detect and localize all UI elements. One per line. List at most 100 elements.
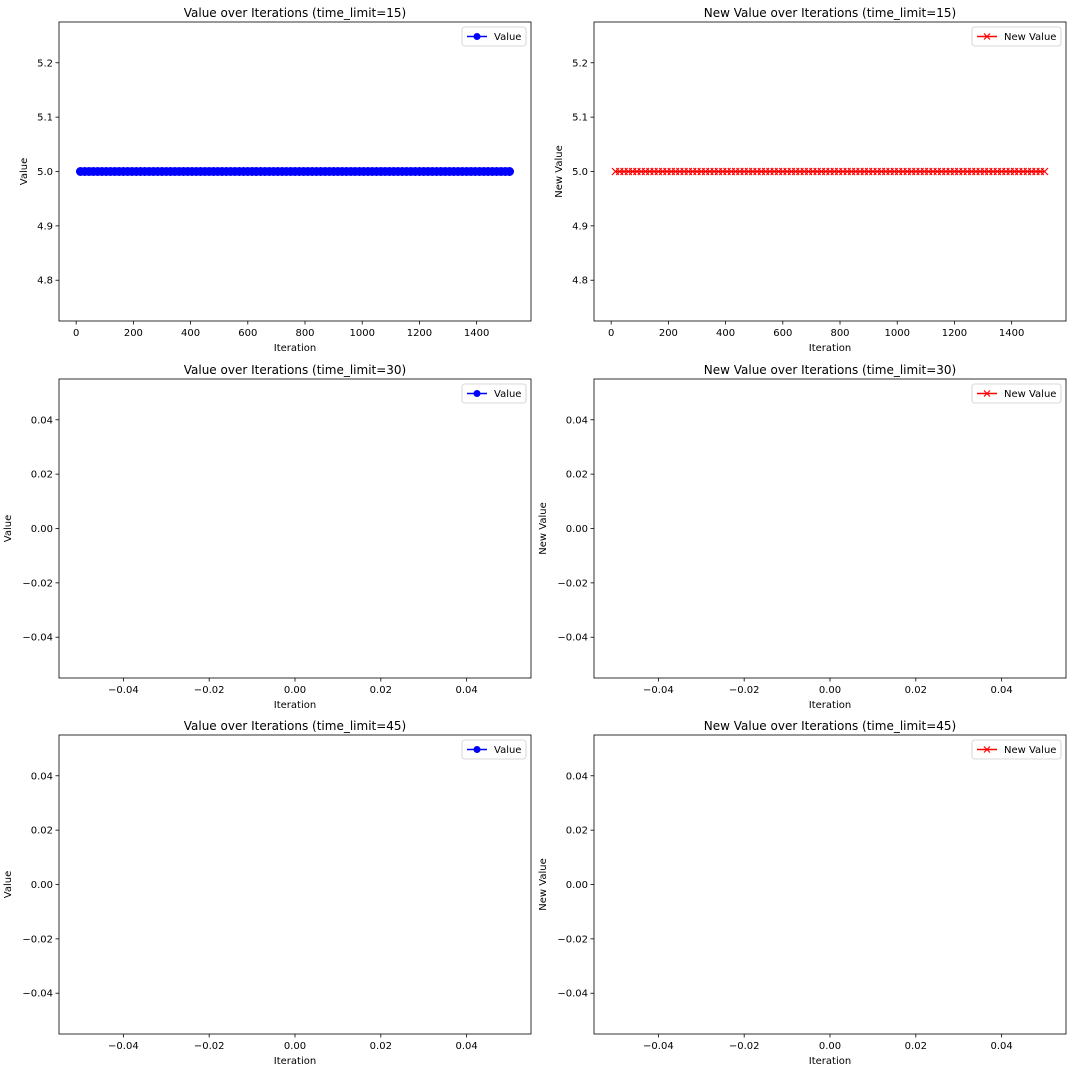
x-tick-label: 0.04 (991, 1041, 1013, 1052)
x-tick-label: 1400 (464, 328, 489, 339)
x-axis-label: Iteration (274, 700, 316, 711)
y-tick-label: 5.2 (572, 58, 588, 69)
y-tick-label: 0.00 (566, 524, 588, 535)
legend: Value (461, 26, 527, 47)
data-point (1040, 167, 1049, 176)
y-tick-label: 4.8 (37, 276, 53, 287)
legend: Value (461, 739, 527, 760)
legend: New Value (971, 383, 1062, 404)
subplot-5: Value over Iterations (time_limit=45) −0.… (3, 719, 532, 1067)
x-tick-label: 0.00 (284, 1041, 306, 1052)
legend-box (461, 739, 527, 760)
chart-title: Value over Iterations (time_limit=30) (184, 363, 407, 377)
x-tick-label: 1000 (349, 328, 374, 339)
legend-marker (983, 746, 991, 753)
axes-frame (58, 378, 532, 679)
x-axis-label: Iteration (274, 343, 316, 354)
x-tick-label: 0 (608, 328, 614, 339)
y-tick-label: −0.02 (557, 934, 588, 945)
y-axis-label: New Value (538, 858, 549, 910)
x-tick-label: −0.04 (108, 1041, 139, 1052)
x-tick-label: 0.02 (905, 1041, 927, 1052)
y-tick-label: 0.04 (566, 771, 588, 782)
x-tick-label: 0.04 (991, 685, 1013, 696)
y-tick-label: 4.9 (37, 221, 53, 232)
x-tick-label: −0.02 (729, 685, 760, 696)
x-tick-label: −0.04 (643, 1041, 674, 1052)
x-tick-label: 0.02 (905, 685, 927, 696)
legend: New Value (971, 739, 1062, 760)
y-tick-label: 5.1 (572, 113, 588, 124)
legend-box (971, 739, 1062, 760)
y-tick-label: 5.0 (37, 167, 53, 178)
x-tick-label: 0 (73, 328, 79, 339)
legend-label: New Value (1004, 389, 1056, 400)
x-tick-label: 600 (238, 328, 257, 339)
y-tick-label: −0.04 (557, 989, 588, 1000)
y-axis-label: New Value (554, 145, 565, 197)
chart-title: Value over Iterations (time_limit=45) (184, 719, 407, 733)
y-tick-label: 0.00 (31, 524, 53, 535)
x-tick-label: 1200 (942, 328, 967, 339)
x-tick-label: 200 (659, 328, 678, 339)
y-tick-label: 0.02 (566, 470, 588, 481)
legend-marker (473, 33, 481, 40)
y-axis-label: Value (3, 515, 14, 542)
x-tick-label: 200 (124, 328, 143, 339)
subplot-3: Value over Iterations (time_limit=30) −0.… (3, 363, 532, 711)
y-tick-label: 0.02 (31, 826, 53, 837)
legend-label: Value (494, 389, 521, 400)
subplot-2: New Value over Iterations (time_limit=15… (554, 6, 1067, 354)
axes-frame (593, 734, 1067, 1035)
y-tick-label: −0.02 (22, 934, 53, 945)
x-tick-label: 0.04 (456, 685, 478, 696)
y-tick-label: −0.02 (22, 578, 53, 589)
x-tick-label: −0.04 (108, 685, 139, 696)
x-tick-label: 1000 (884, 328, 909, 339)
subplot-1: Value over Iterations (time_limit=15) 0 20… (19, 6, 532, 354)
y-tick-label: −0.04 (22, 989, 53, 1000)
chart-title: New Value over Iterations (time_limit=30… (704, 363, 957, 377)
y-axis-label: New Value (538, 502, 549, 554)
legend-box (461, 26, 527, 47)
legend-label: New Value (1004, 32, 1056, 43)
x-axis-label: Iteration (274, 1056, 316, 1067)
chart-title: New Value over Iterations (time_limit=45… (704, 719, 957, 733)
legend-marker (983, 390, 991, 397)
legend-box (971, 383, 1062, 404)
x-tick-label: 1400 (999, 328, 1024, 339)
y-tick-label: 4.9 (572, 221, 588, 232)
legend-marker (983, 33, 991, 40)
x-tick-label: 0.00 (819, 1041, 841, 1052)
y-tick-label: −0.04 (557, 633, 588, 644)
x-axis-label: Iteration (809, 343, 851, 354)
x-tick-label: 1200 (407, 328, 432, 339)
x-tick-label: 400 (181, 328, 200, 339)
y-tick-label: −0.04 (22, 633, 53, 644)
data-point (505, 167, 515, 176)
plot-area (75, 167, 515, 176)
legend: New Value (971, 26, 1062, 47)
x-tick-label: 800 (830, 328, 849, 339)
subplot-6: New Value over Iterations (time_limit=45… (538, 719, 1067, 1067)
legend-box (461, 383, 527, 404)
legend-label: Value (494, 32, 521, 43)
axes-frame (58, 734, 532, 1035)
x-tick-label: 0.00 (819, 685, 841, 696)
legend-marker (473, 746, 481, 753)
x-tick-label: −0.02 (194, 1041, 225, 1052)
x-tick-label: 400 (716, 328, 735, 339)
x-tick-label: −0.02 (729, 1041, 760, 1052)
legend-label: New Value (1004, 745, 1056, 756)
x-tick-label: −0.02 (194, 685, 225, 696)
x-tick-label: −0.04 (643, 685, 674, 696)
x-tick-label: 800 (295, 328, 314, 339)
y-tick-label: 0.00 (31, 880, 53, 891)
y-axis-label: Value (3, 871, 14, 898)
x-tick-label: 0.00 (284, 685, 306, 696)
y-tick-label: 0.02 (31, 470, 53, 481)
x-tick-label: 0.02 (370, 1041, 392, 1052)
y-tick-label: 0.04 (31, 771, 53, 782)
x-axis-label: Iteration (809, 700, 851, 711)
